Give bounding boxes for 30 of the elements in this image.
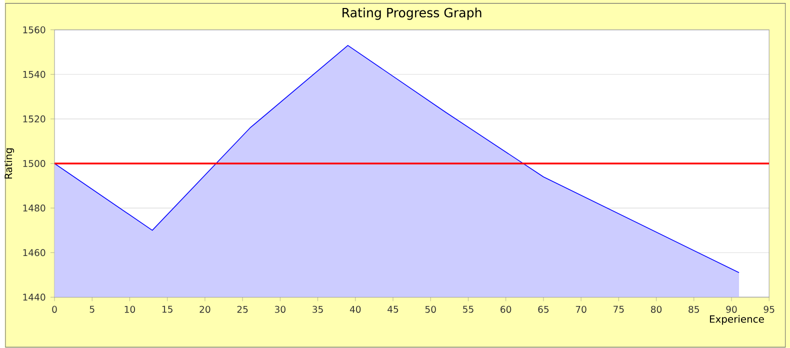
x-tick-label: 25 (237, 306, 248, 313)
y-tick-label: 1440 (23, 294, 46, 301)
x-tick-label: 50 (425, 306, 436, 313)
x-tick-label: 20 (200, 306, 210, 313)
chart-title: Rating Progress Graph (342, 8, 482, 20)
y-tick-label: 1560 (23, 26, 46, 34)
x-tick-label: 85 (688, 306, 699, 313)
y-axis-title: Rating (4, 148, 14, 179)
x-tick-label: 10 (124, 306, 136, 313)
x-axis-title: Experience (710, 315, 764, 325)
y-tick-label: 1520 (23, 115, 46, 122)
y-tick-label: 1480 (23, 204, 46, 212)
y-tick-label: 1500 (23, 160, 46, 168)
x-tick-label: 35 (312, 306, 323, 313)
x-tick-label: 65 (538, 306, 549, 313)
x-tick-label: 0 (52, 306, 57, 313)
y-tick-label: 1540 (23, 70, 46, 78)
y-tick-label: 1460 (23, 249, 46, 256)
x-tick-label: 45 (388, 306, 398, 313)
x-tick-label: 55 (463, 306, 474, 313)
x-tick-label: 70 (576, 306, 586, 313)
x-tick-label: 60 (500, 306, 512, 313)
x-tick-label: 90 (726, 306, 737, 313)
x-tick-label: 95 (764, 306, 774, 313)
x-tick-label: 15 (162, 306, 172, 313)
x-tick-label: 75 (614, 306, 624, 313)
x-tick-label: 5 (90, 306, 94, 313)
x-tick-label: 30 (274, 306, 286, 313)
x-tick-label: 80 (651, 306, 662, 313)
x-tick-label: 40 (350, 306, 361, 313)
